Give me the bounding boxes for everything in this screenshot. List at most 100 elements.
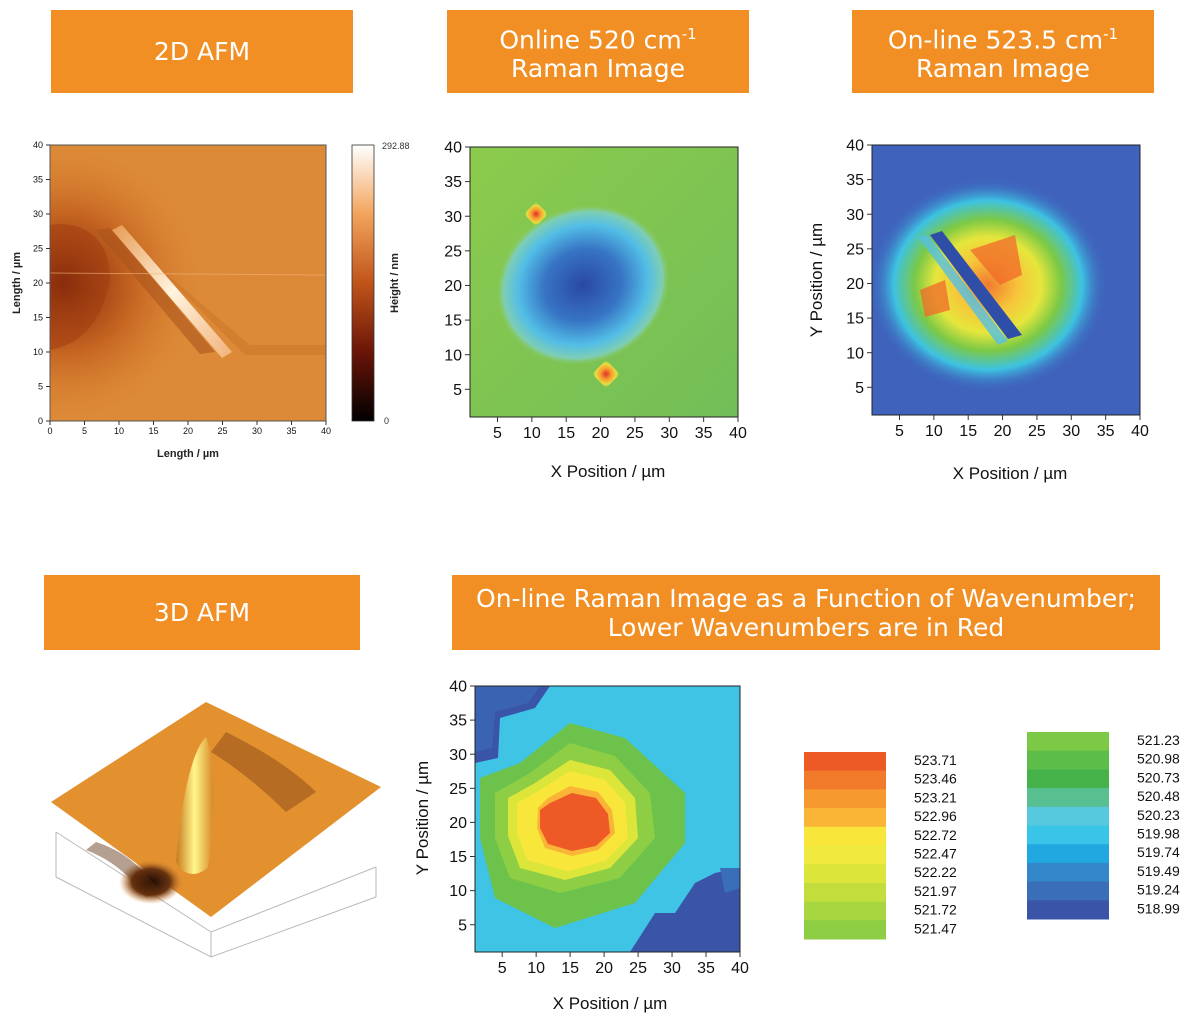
afm-2d-xlabel: Length / µm [157,448,219,460]
afm-3d-trench [86,842,161,897]
banner-online-520: Online 520 cm-1 Raman Image [447,10,749,93]
x-tick-label: 0 [47,426,52,436]
x-tick-label: 35 [697,960,715,977]
raman-520-heatmap: 5 10 15 20 25 30 35 40 5 10 15 20 25 30 35 40 X Positio… [444,140,747,481]
legend-label: 520.73 [1137,769,1180,785]
legend-label: 520.23 [1137,807,1180,823]
legend-label: 519.49 [1137,863,1180,879]
y-tick-label: 40 [846,138,864,155]
raman-523-plot-area [870,145,1140,415]
y-tick-label: 35 [444,174,462,191]
y-tick-label: 20 [444,278,462,295]
x-tick-label: 35 [695,425,713,442]
x-tick-label: 5 [895,423,904,440]
legend-label: 521.47 [914,920,957,936]
afm-3d-surface [51,702,381,958]
x-tick-label: 10 [925,423,943,440]
legend-swatch [1027,862,1109,883]
legend-label: 519.24 [1137,882,1180,898]
afm-3d-peak [176,737,214,874]
banner-online-523-line2: Raman Image [916,54,1090,84]
y-tick-label: 25 [33,244,43,254]
x-tick-label: 5 [498,960,507,977]
plot-frame [469,146,739,418]
y-tick-label: 25 [444,243,462,260]
x-tick-label: 35 [1097,423,1115,440]
afm-3d-pit [119,860,183,904]
y-tick-label: 35 [33,175,43,185]
x-tick-label: 40 [731,960,749,977]
raman-523-ylabel: Y Position / µm [807,223,826,337]
legend-label: 522.96 [914,808,957,824]
y-tick-label: 25 [846,241,864,258]
legend-label: 522.47 [914,846,957,862]
banner-2d-afm: 2D AFM [51,10,353,93]
banner-online-520-line1: Online 520 cm-1 [499,24,697,55]
y-tick-label: 40 [33,140,43,150]
banner-2d-afm-text: 2D AFM [153,37,251,66]
raman-wave-axes: 5 10 15 20 25 30 35 40 5 10 15 20 25 30 35 40 [449,679,749,977]
afm-3d-surface-plane [51,702,381,917]
legend-label: 520.98 [1137,751,1180,767]
banner-online-523: On-line 523.5 cm-1 Raman Image [852,10,1154,93]
legend-swatch [1027,769,1109,789]
afm-2d-ylabel: Length / µm [11,252,23,314]
y-tick-label: 15 [449,849,467,866]
y-tick-label: 35 [449,713,467,730]
legend-swatch [1027,806,1109,826]
plot-frame [871,144,1141,416]
legend-label: 520.48 [1137,788,1180,804]
x-tick-label: 10 [114,426,124,436]
y-tick-label: 20 [846,276,864,293]
legend-swatch [1027,788,1109,808]
legend-label: 521.72 [914,902,957,918]
y-tick-label: 40 [449,679,467,696]
x-tick-label: 40 [1131,423,1149,440]
banner-wavenumber: On-line Raman Image as a Function of Wav… [452,575,1160,650]
y-tick-label: 5 [453,382,462,399]
raman-wave-ylabel: Y Position / µm [413,761,432,875]
legend-label: 521.97 [914,883,957,899]
x-tick-label: 15 [148,426,158,436]
legend-swatch [1027,750,1109,770]
raman-wave-plot-area [475,686,740,952]
legend-swatch [804,864,886,884]
x-tick-label: 30 [660,425,678,442]
y-tick-label: 30 [449,747,467,764]
banner-3d-afm-text: 3D AFM [153,598,251,627]
afm-2d-axes: 0 5 10 15 20 25 30 35 40 0 5 10 15 20 25 30 35 40 [33,140,331,436]
y-tick-label: 0 [38,416,43,426]
y-tick-label: 10 [444,347,462,364]
x-tick-label: 40 [729,425,747,442]
legend-label: 519.98 [1137,826,1180,842]
raman-wave-xlabel: X Position / µm [553,994,668,1013]
legend-swatch [804,808,886,828]
legend-swatch [804,826,886,846]
afm-2d-heatmap: 0 5 10 15 20 25 30 35 40 0 5 10 15 20 25 30 35 40 Length … [11,140,410,460]
x-tick-label: 20 [592,425,610,442]
afm-3d-box [55,831,377,958]
x-tick-label: 30 [663,960,681,977]
afm-2d-colorbar [351,144,375,422]
x-tick-label: 35 [286,426,296,436]
banner-wavenumber-line2: Lower Wavenumbers are in Red [607,612,1005,642]
legend-label: 523.46 [914,771,957,787]
raman-520-plot-area [470,147,738,417]
x-tick-label: 30 [1062,423,1080,440]
x-tick-label: 5 [493,425,502,442]
y-tick-label: 5 [38,382,43,392]
x-tick-label: 5 [82,426,87,436]
legend-swatch [804,901,886,921]
legend-swatch [804,920,886,940]
x-tick-label: 15 [561,960,579,977]
x-tick-label: 30 [252,426,262,436]
legend-swatch [804,882,886,903]
legend-swatch [1027,881,1109,901]
x-tick-label: 15 [557,425,575,442]
wavenumber-legend-high: 523.71 523.46 523.21 522.96 522.72 522.47 522.… [804,752,957,940]
y-tick-label: 30 [846,207,864,224]
y-tick-label: 10 [846,345,864,362]
raman-520-axes: 5 10 15 20 25 30 35 40 5 10 15 20 25 30 35 40 [444,140,747,442]
y-tick-label: 40 [444,140,462,157]
x-tick-label: 20 [994,423,1012,440]
